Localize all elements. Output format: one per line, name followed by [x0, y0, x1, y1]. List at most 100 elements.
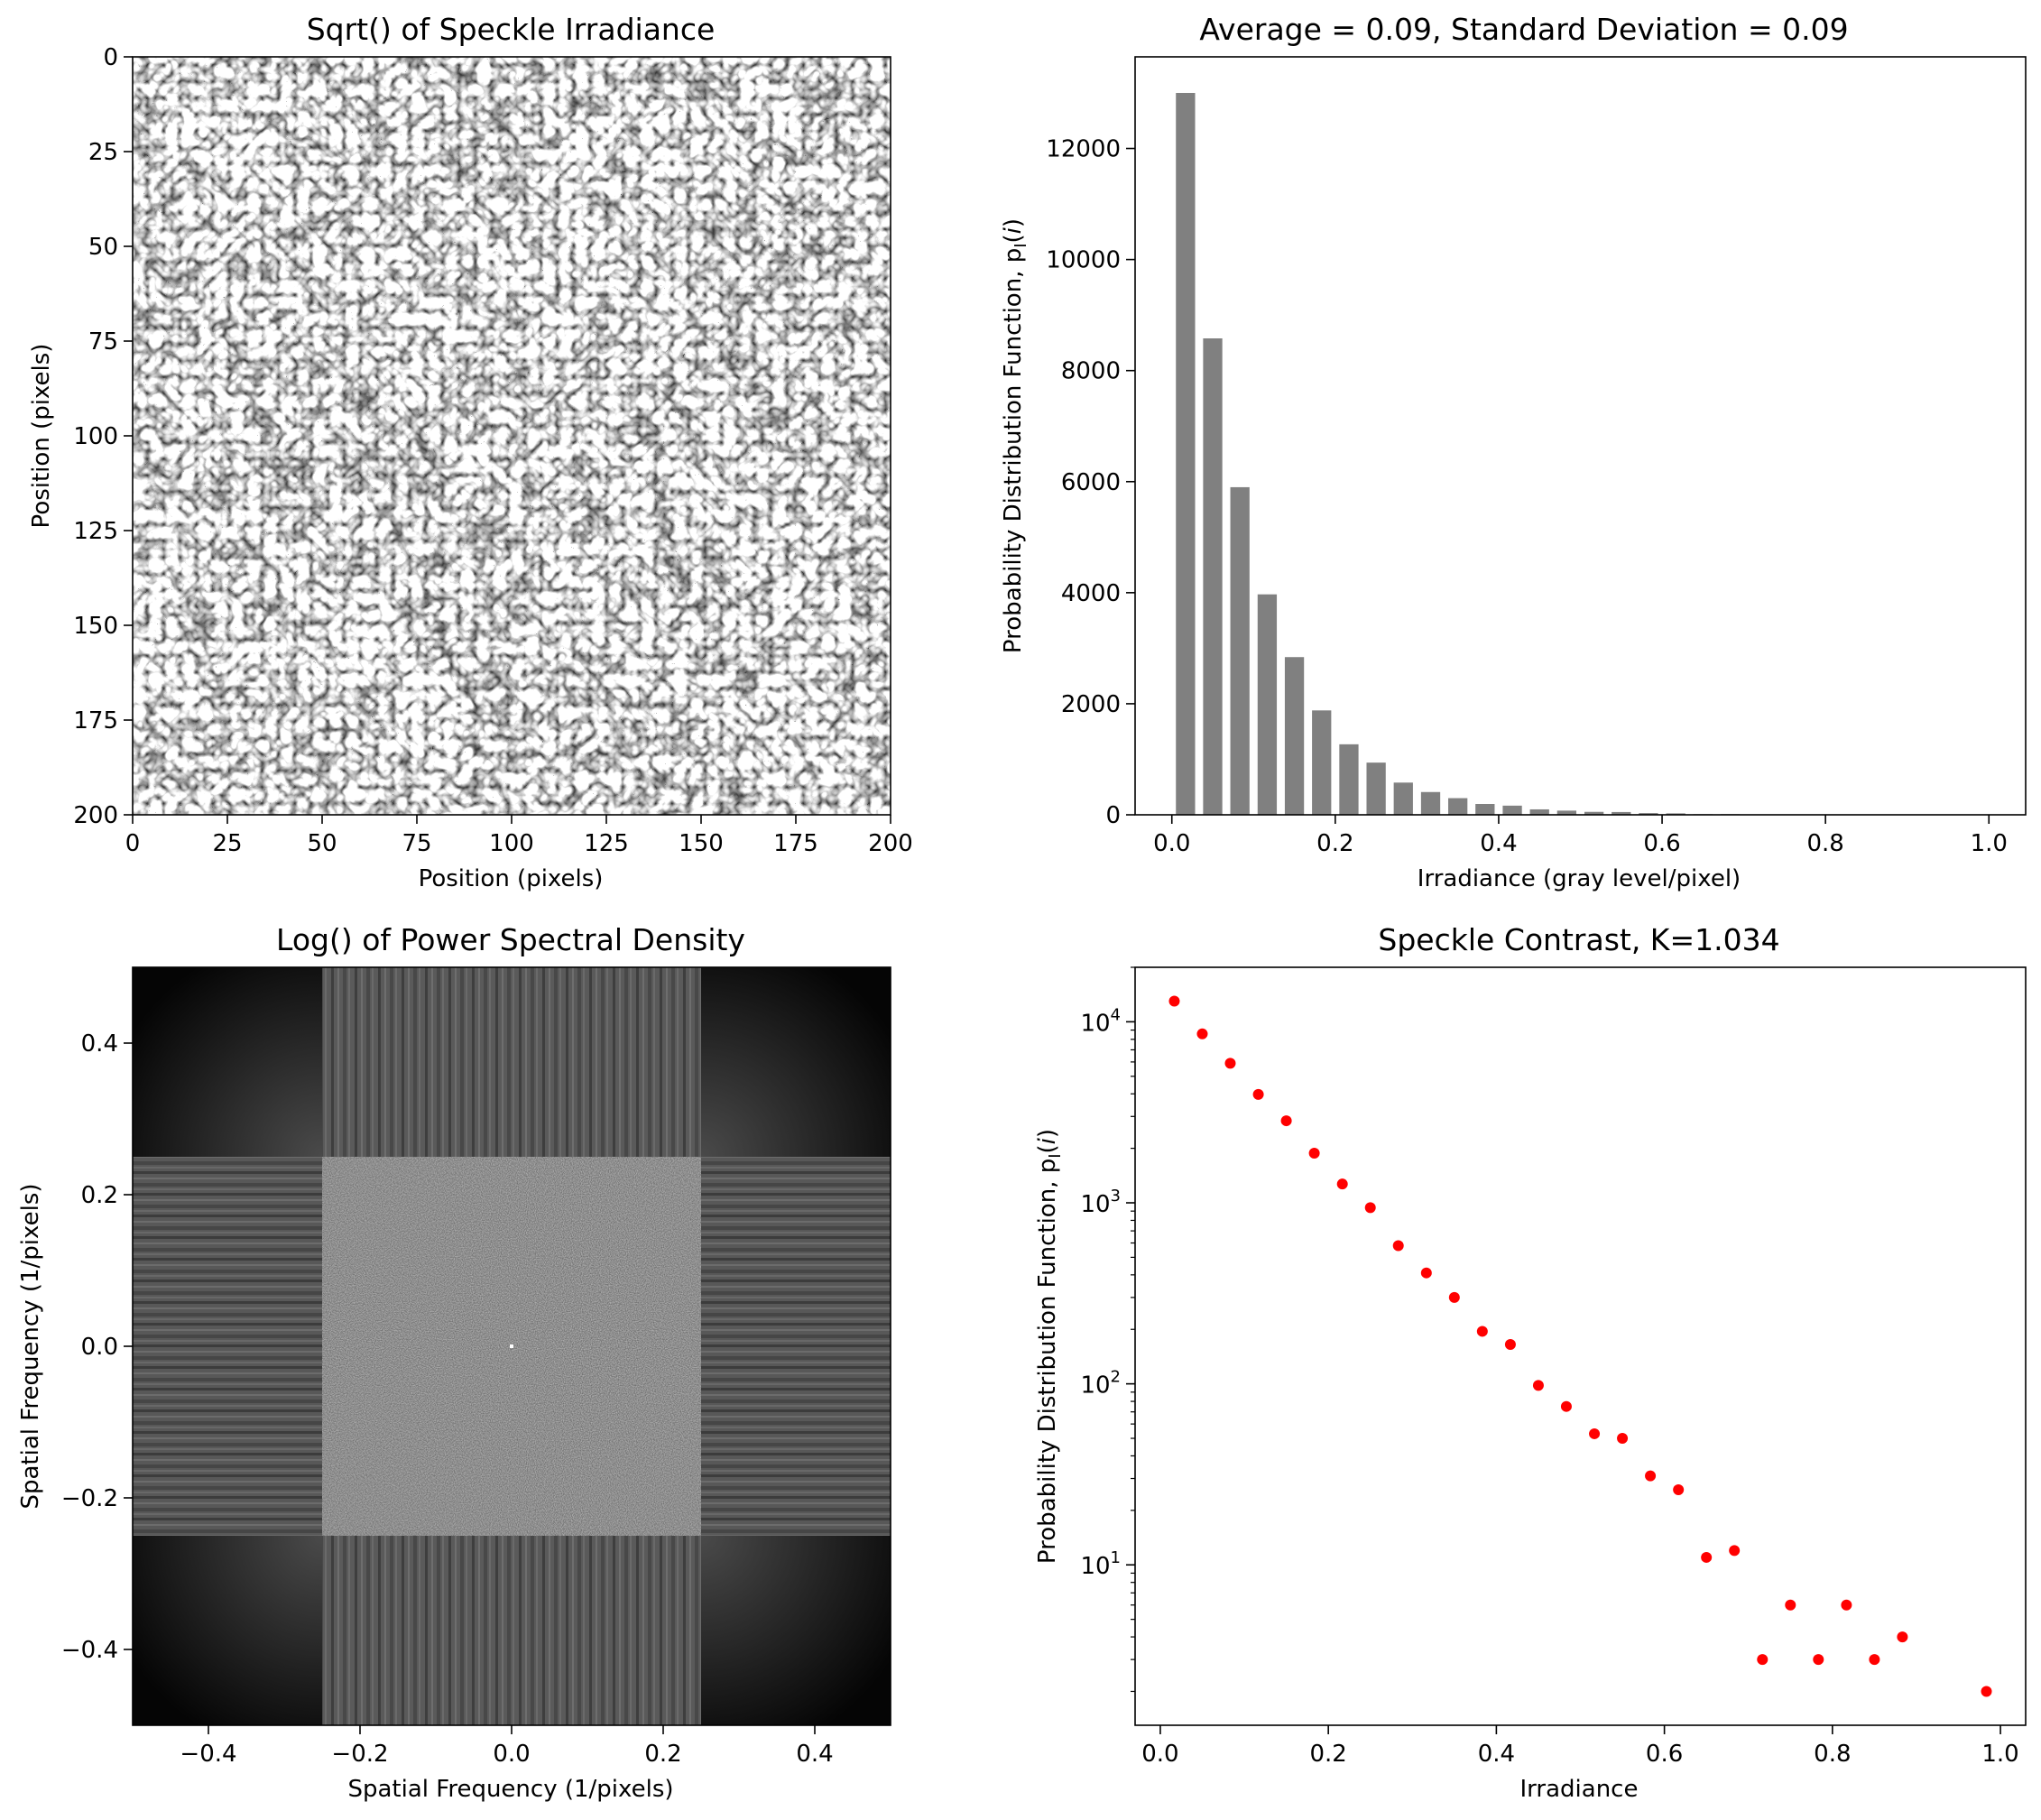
x-tick-label: 0.8 — [1806, 830, 1843, 857]
y-tick-label: 0.4 — [81, 1030, 118, 1058]
histogram-bar — [1393, 782, 1413, 815]
speckle-y-ticks: 0 25 50 75 100 125 150 175 200 — [73, 44, 133, 829]
x-tick-label: 0.2 — [1309, 1741, 1346, 1768]
contrast-point — [1252, 1088, 1264, 1100]
contrast-point — [1897, 1631, 1908, 1643]
contrast-point — [1336, 1178, 1348, 1190]
y-tick-label: 150 — [73, 613, 118, 640]
y-tick-label: 8000 — [1061, 358, 1121, 385]
x-tick-label: 125 — [584, 830, 629, 857]
histogram-panel: Average = 0.09, Standard Deviation = 0.0… — [1000, 12, 2027, 892]
psd-ylabel: Spatial Frequency (1/pixels) — [17, 1183, 44, 1509]
y-tick-label: 0 — [103, 44, 118, 71]
histogram-bar — [1339, 744, 1359, 815]
histogram-bar — [1420, 791, 1441, 815]
contrast-point — [1785, 1599, 1796, 1611]
contrast-point — [1392, 1240, 1404, 1252]
x-tick-label: 200 — [868, 830, 913, 857]
contrast-point — [1589, 1427, 1601, 1439]
x-tick-label: 0.6 — [1646, 1741, 1683, 1768]
contrast-point — [1224, 1058, 1236, 1069]
psd-xlabel: Spatial Frequency (1/pixels) — [347, 1776, 673, 1803]
contrast-point — [1645, 1470, 1657, 1482]
histogram-ylabel: Probability Distribution Function, pI(i) — [1000, 218, 1030, 653]
x-tick-label: 0.4 — [1480, 830, 1517, 857]
y-tick-label: −0.4 — [61, 1637, 118, 1664]
contrast-point — [1280, 1115, 1292, 1127]
histogram-bar — [1448, 798, 1468, 815]
histogram-x-ticks: 0.0 0.2 0.4 0.6 0.8 1.0 — [1153, 815, 2008, 857]
contrast-point — [1504, 1338, 1516, 1350]
contrast-point — [1869, 1654, 1880, 1666]
y-tick-label: 12000 — [1046, 136, 1121, 163]
histogram-y-ticks: 0 2000 4000 6000 8000 10000 12000 — [1046, 136, 1135, 829]
x-tick-label: 175 — [773, 830, 818, 857]
x-tick-label: 0.2 — [644, 1741, 681, 1768]
x-tick-label: 0.8 — [1814, 1741, 1851, 1768]
x-tick-label: 0.4 — [796, 1741, 833, 1768]
contrast-title: Speckle Contrast, K=1.034 — [1378, 922, 1779, 957]
x-tick-label: 25 — [212, 830, 242, 857]
contrast-xlabel: Irradiance — [1520, 1776, 1639, 1803]
y-tick-label: 25 — [88, 139, 118, 166]
x-tick-label: 0.0 — [493, 1741, 530, 1768]
histogram-bar — [1556, 810, 1577, 815]
psd-panel: Log() of Power Spectral Density −0.4 −0.2… — [17, 922, 891, 1803]
psd-title: Log() of Power Spectral Density — [276, 922, 745, 957]
x-tick-label: 50 — [307, 830, 337, 857]
speckle-title: Sqrt() of Speckle Irradiance — [307, 12, 716, 47]
speckle-image — [133, 57, 891, 815]
x-tick-label: 150 — [679, 830, 724, 857]
y-tick-label: 200 — [73, 802, 118, 829]
y-tick-label: 100 — [73, 423, 118, 450]
histogram-bar — [1475, 804, 1495, 815]
y-tick-label: 125 — [73, 518, 118, 545]
psd-x-ticks: −0.4 −0.2 0.0 0.2 0.4 — [180, 1725, 834, 1768]
histogram-bar — [1502, 805, 1522, 815]
contrast-x-ticks: 0.0 0.2 0.4 0.6 0.8 1.0 — [1141, 1725, 2019, 1768]
x-tick-label: 0.4 — [1478, 1741, 1515, 1768]
y-tick-label: 75 — [88, 328, 118, 356]
y-tick-label: 0.2 — [81, 1182, 118, 1209]
y-tick-label: 50 — [88, 234, 118, 261]
y-tick-label: 2000 — [1061, 691, 1121, 718]
y-tick-label: 102 — [1080, 1368, 1121, 1400]
contrast-frame — [1134, 966, 2027, 1726]
contrast-point — [1476, 1326, 1488, 1337]
histogram-bar — [1639, 813, 1658, 815]
contrast-point — [1364, 1202, 1376, 1214]
histogram-bars — [1176, 93, 1985, 815]
y-tick-label: 104 — [1080, 1005, 1121, 1037]
psd-y-ticks: 0.4 0.2 0.0 −0.2 −0.4 — [61, 1030, 133, 1664]
speckle-panel: Sqrt() of Speckle Irradiance 0 25 50 75 100 1… — [28, 12, 913, 892]
x-tick-label: −0.4 — [180, 1741, 236, 1768]
contrast-point — [1420, 1267, 1432, 1279]
histogram-frame — [1134, 56, 2027, 816]
histogram-bar — [1257, 594, 1278, 815]
contrast-point — [1673, 1483, 1685, 1495]
y-tick-label: 175 — [73, 707, 118, 734]
contrast-point — [1701, 1551, 1713, 1563]
y-tick-label: 103 — [1080, 1187, 1121, 1218]
histogram-title: Average = 0.09, Standard Deviation = 0.0… — [1199, 12, 1848, 47]
x-tick-label: 0.0 — [1153, 830, 1190, 857]
histogram-bar — [1176, 93, 1196, 815]
x-tick-label: 1.0 — [1971, 830, 2008, 857]
contrast-point — [1757, 1654, 1769, 1666]
histogram-bar — [1612, 811, 1631, 815]
histogram-bar — [1203, 338, 1223, 815]
y-tick-label: 0 — [1105, 802, 1121, 829]
contrast-point — [1308, 1148, 1320, 1159]
contrast-panel: Speckle Contrast, K=1.034 0.0 0.2 0.4 0.6 0.… — [1034, 922, 2027, 1803]
histogram-bar — [1312, 710, 1332, 815]
histogram-bar — [1584, 811, 1604, 815]
histogram-bar — [1529, 808, 1549, 815]
y-tick-label: 0.0 — [81, 1334, 118, 1361]
psd-image — [133, 967, 891, 1725]
contrast-point — [1168, 995, 1180, 1007]
contrast-point — [1448, 1291, 1460, 1303]
contrast-points — [1168, 995, 1992, 1697]
contrast-point — [1560, 1400, 1572, 1412]
x-tick-label: 0.0 — [1141, 1741, 1178, 1768]
